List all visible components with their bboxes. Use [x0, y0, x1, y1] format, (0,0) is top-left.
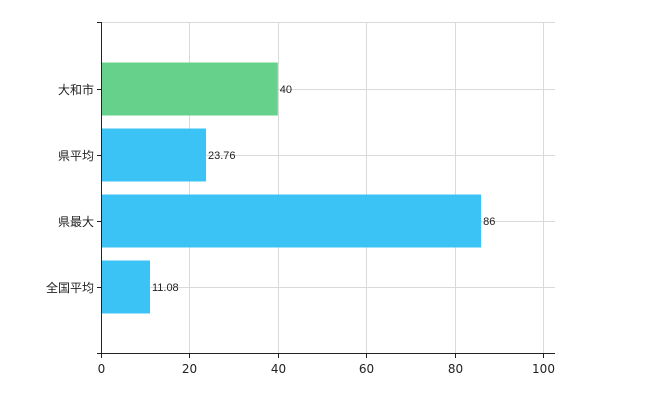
x-tick-label-0: 0	[98, 362, 106, 376]
bars	[102, 62, 482, 314]
data-label-2: 86	[483, 216, 495, 228]
data-label-0: 40	[280, 84, 292, 96]
bar-2	[102, 194, 482, 248]
x-tick-label-1: 20	[182, 362, 197, 376]
x-tick-label-2: 40	[271, 362, 286, 376]
x-tick-label-5: 100	[532, 362, 555, 376]
bar-0	[102, 62, 278, 116]
y-tick-label-0: 大和市	[58, 82, 94, 97]
bar-1	[102, 128, 207, 182]
data-label-1: 23.76	[208, 150, 236, 162]
bar-3	[102, 260, 150, 314]
x-tick-label-3: 60	[359, 362, 374, 376]
y-tick-label-2: 県最大	[58, 215, 94, 229]
data-label-3: 11.08	[152, 282, 179, 294]
labels: 40 大和市 23.76 県平均 86 県最大 11.08 全国平均 0 20 40 60 80 100	[46, 82, 555, 376]
y-tick-label-1: 県平均	[58, 149, 94, 163]
axes	[97, 22, 555, 358]
x-tick-label-4: 80	[448, 362, 463, 376]
y-tick-label-3: 全国平均	[46, 280, 94, 295]
